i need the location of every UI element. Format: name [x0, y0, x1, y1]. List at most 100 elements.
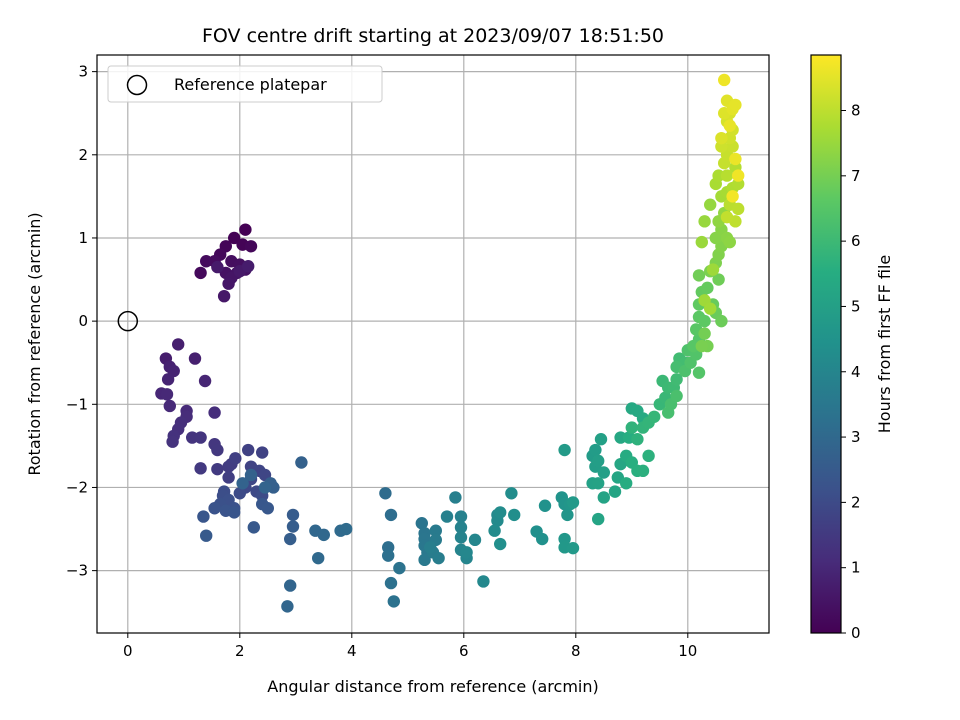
data-point	[208, 502, 221, 515]
legend-box	[107, 65, 383, 103]
data-point	[715, 314, 728, 328]
data-point	[384, 576, 398, 590]
data-point	[172, 338, 185, 351]
colorbar-gradient	[810, 54, 842, 634]
data-point	[566, 496, 580, 509]
colorbar-tick-label: 5	[851, 297, 861, 315]
data-point	[692, 366, 706, 379]
data-point	[508, 508, 521, 522]
colorbar-tick-label: 2	[851, 493, 861, 511]
colorbar-label: Hours from first FF file	[875, 255, 894, 434]
y-tick-label: 1	[78, 229, 88, 247]
colorbar: 0 1 2 3 4 5 6 7 8 Hours from first FF file	[810, 54, 894, 642]
data-point	[712, 273, 725, 286]
data-point	[723, 235, 736, 249]
colorbar-tick-label: 0	[851, 624, 861, 642]
data-point	[698, 215, 711, 228]
legend-marker	[126, 74, 148, 96]
data-point	[379, 487, 392, 500]
data-point	[670, 389, 683, 403]
data-point	[382, 549, 395, 562]
data-point	[631, 433, 644, 446]
y-tick-label: −2	[66, 478, 88, 496]
data-point	[393, 561, 406, 575]
data-point	[592, 512, 605, 526]
data-point	[208, 406, 221, 419]
data-point	[698, 314, 711, 328]
plot-frame	[96, 54, 770, 634]
data-point	[161, 373, 175, 386]
data-point	[449, 491, 462, 504]
data-point	[592, 454, 605, 468]
data-point	[166, 435, 179, 448]
data-point	[505, 487, 518, 500]
data-point	[597, 491, 610, 504]
data-point	[239, 223, 252, 236]
data-point	[261, 502, 274, 515]
x-tick-label: 6	[459, 642, 469, 660]
data-point	[538, 499, 552, 512]
data-point	[424, 541, 437, 554]
x-tick-label: 2	[235, 642, 245, 660]
data-point	[620, 477, 633, 490]
data-point	[286, 508, 300, 522]
data-point	[704, 302, 717, 315]
data-point	[415, 517, 428, 530]
colorbar-tick-label: 3	[851, 428, 861, 446]
data-point	[468, 533, 482, 547]
data-point	[636, 464, 650, 478]
data-point	[163, 399, 176, 413]
colorbar-tick-label: 1	[851, 559, 861, 577]
data-point	[228, 231, 241, 245]
data-point	[236, 477, 249, 490]
data-point	[704, 198, 717, 211]
data-point	[244, 468, 258, 482]
x-tick-label: 0	[123, 642, 133, 660]
x-axis-label: Angular distance from reference (arcmin)	[267, 677, 598, 696]
data-point	[384, 508, 398, 522]
data-point	[729, 98, 742, 112]
legend-entry-reference-platepar: Reference platepar	[174, 75, 327, 94]
x-tick-label: 4	[347, 642, 357, 660]
data-point	[720, 210, 734, 224]
data-point	[454, 510, 468, 523]
data-point	[228, 506, 241, 519]
data-point	[194, 462, 207, 475]
data-point	[242, 260, 255, 273]
y-tick-label: 0	[78, 312, 88, 330]
data-point	[488, 524, 501, 537]
y-axis-ticks: −3 −2 −1 0 1 2 3	[66, 63, 97, 580]
data-point	[566, 541, 580, 555]
reference-point-marker	[117, 310, 139, 332]
data-point	[718, 73, 731, 87]
data-point	[197, 510, 210, 523]
data-point	[454, 531, 468, 544]
y-tick-label: −3	[66, 562, 88, 580]
data-points	[155, 73, 745, 613]
data-point	[494, 506, 507, 519]
data-point	[198, 374, 212, 388]
data-point	[188, 352, 202, 365]
data-point	[317, 528, 330, 542]
data-point	[732, 169, 745, 182]
data-point	[732, 202, 745, 216]
data-point	[284, 579, 297, 592]
data-point	[477, 575, 490, 588]
colorbar-tick-label: 4	[851, 363, 861, 381]
data-point	[247, 521, 260, 534]
data-point	[211, 443, 224, 457]
data-point	[222, 471, 235, 484]
x-tick-label: 8	[571, 642, 581, 660]
x-tick-label: 10	[678, 642, 697, 660]
data-point	[286, 520, 300, 533]
data-point	[242, 443, 255, 457]
data-point	[494, 537, 507, 551]
data-point	[256, 446, 269, 459]
data-point	[200, 529, 213, 542]
data-point	[229, 452, 242, 465]
data-point	[295, 456, 308, 469]
data-point	[723, 119, 736, 132]
data-point	[440, 510, 454, 523]
data-point	[160, 388, 174, 401]
y-tick-label: 3	[78, 63, 88, 81]
